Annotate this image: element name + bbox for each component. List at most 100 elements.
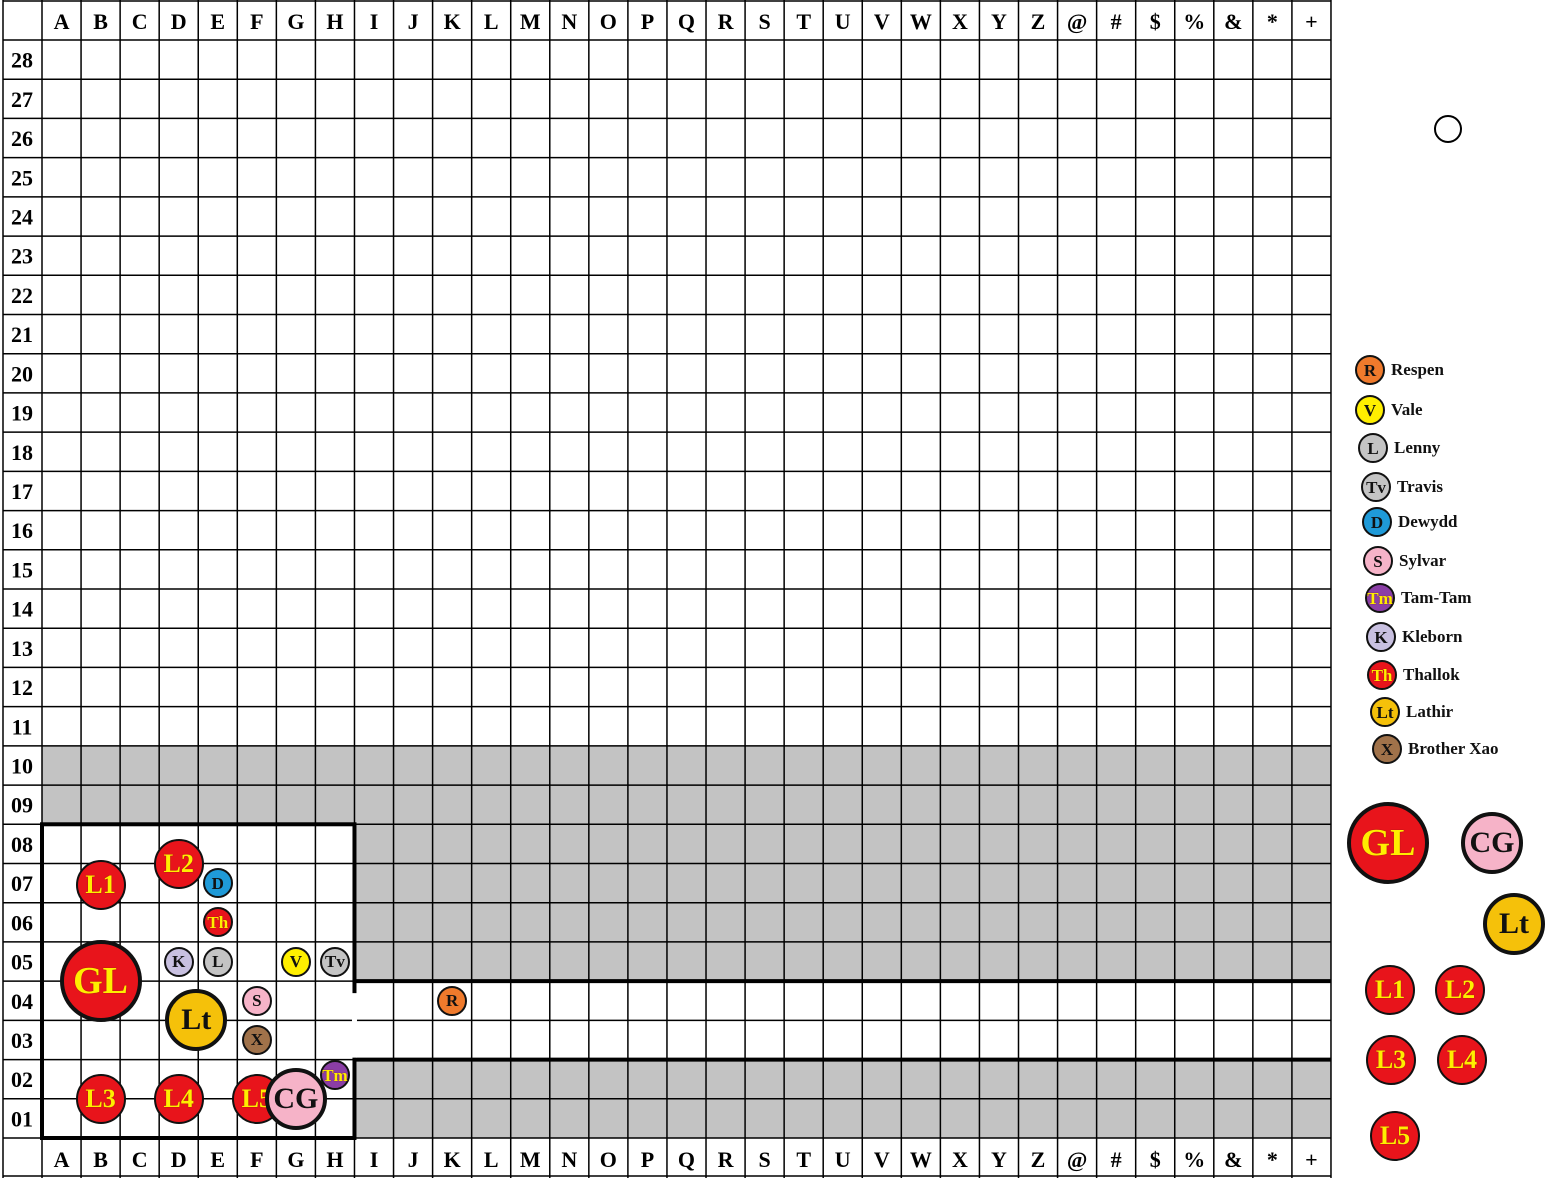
legend-entry-vale: V Vale	[1355, 395, 1423, 425]
legend-name: Tam-Tam	[1401, 588, 1472, 607]
token-lt[interactable]: Lt	[165, 989, 228, 1052]
token-k[interactable]: K	[163, 946, 194, 977]
legend-name: Vale	[1391, 400, 1423, 419]
legend-token-v[interactable]: V	[1355, 395, 1385, 425]
col-header-top: I	[370, 9, 379, 34]
col-header-bottom: W	[910, 1147, 932, 1172]
row-header: 07	[11, 871, 33, 896]
col-header-bottom: V	[874, 1147, 890, 1172]
col-header-top: #	[1111, 9, 1122, 34]
legend-token-x[interactable]: X	[1372, 734, 1402, 764]
row-header: 10	[11, 753, 33, 778]
col-header-bottom: I	[370, 1147, 379, 1172]
row-header: 06	[11, 910, 33, 935]
token-d[interactable]: D	[202, 868, 233, 899]
row-header: 11	[12, 714, 33, 739]
legend-entry-thallok: Th Thallok	[1367, 660, 1460, 690]
shaded-row-10	[42, 745, 1331, 786]
empty-marker-circle[interactable]	[1434, 115, 1462, 143]
legend-entry-sylvar: S Sylvar	[1363, 546, 1446, 576]
legend-name: Brother Xao	[1408, 739, 1499, 758]
token-l4[interactable]: L4	[153, 1073, 204, 1124]
token-l1[interactable]: L1	[75, 860, 126, 911]
row-header: 28	[11, 48, 33, 73]
legend-name: Lenny	[1394, 438, 1441, 457]
legend-token-l[interactable]: L	[1358, 433, 1388, 463]
token-s[interactable]: S	[241, 985, 272, 1016]
row-header: 13	[11, 636, 33, 661]
col-header-bottom: G	[287, 1147, 304, 1172]
col-header-top: E	[210, 9, 225, 34]
reserve-token-l5[interactable]: L5	[1370, 1111, 1420, 1161]
col-header-top: T	[796, 9, 811, 34]
row-header: 17	[11, 479, 33, 504]
legend-token-r[interactable]: R	[1355, 355, 1385, 385]
reserve-token-lt[interactable]: Lt	[1483, 893, 1545, 955]
legend-token-tv[interactable]: Tv	[1361, 472, 1391, 502]
legend-token-k[interactable]: K	[1366, 622, 1396, 652]
token-th[interactable]: Th	[202, 907, 233, 938]
col-header-bottom: D	[171, 1147, 187, 1172]
row-header: 22	[11, 283, 33, 308]
reserve-token-l3[interactable]: L3	[1366, 1035, 1416, 1085]
col-header-top: &	[1224, 9, 1242, 34]
col-header-bottom: *	[1267, 1147, 1278, 1172]
legend-entry-lenny: L Lenny	[1358, 433, 1440, 463]
token-tv[interactable]: Tv	[319, 946, 350, 977]
row-header: 01	[11, 1106, 33, 1131]
col-header-top: W	[910, 9, 932, 34]
col-header-top: +	[1305, 9, 1318, 34]
col-header-bottom: @	[1067, 1147, 1087, 1172]
col-header-bottom: M	[520, 1147, 541, 1172]
row-header: 20	[11, 361, 33, 386]
row-header: 14	[11, 597, 33, 622]
reserve-token-gl[interactable]: GL	[1347, 802, 1429, 884]
row-header: 08	[11, 832, 33, 857]
token-v[interactable]: V	[280, 946, 311, 977]
col-header-top: A	[54, 9, 70, 34]
token-l2[interactable]: L2	[153, 838, 204, 889]
reserve-token-l4[interactable]: L4	[1437, 1035, 1487, 1085]
token-r[interactable]: R	[437, 985, 468, 1016]
col-header-bottom: X	[952, 1147, 968, 1172]
col-header-bottom: Y	[991, 1147, 1007, 1172]
col-header-bottom: H	[326, 1147, 343, 1172]
legend-entry-dewydd: D Dewydd	[1362, 507, 1458, 537]
col-header-bottom: F	[250, 1147, 263, 1172]
legend-token-s[interactable]: S	[1363, 546, 1393, 576]
legend-name: Respen	[1391, 360, 1444, 379]
col-header-top: M	[520, 9, 541, 34]
col-header-top: C	[132, 9, 148, 34]
row-header: 09	[11, 793, 33, 818]
token-l[interactable]: L	[202, 946, 233, 977]
token-cg[interactable]: CG	[264, 1067, 327, 1130]
col-header-bottom: T	[796, 1147, 811, 1172]
col-header-bottom: C	[132, 1147, 148, 1172]
token-l3[interactable]: L3	[75, 1073, 126, 1124]
legend-token-tm[interactable]: Tm	[1365, 583, 1395, 613]
row-header: 21	[11, 322, 33, 347]
token-gl[interactable]: GL	[59, 940, 142, 1023]
legend-entry-tam-tam: Tm Tam-Tam	[1365, 583, 1472, 613]
legend-entry-kleborn: K Kleborn	[1366, 622, 1462, 652]
legend-token-d[interactable]: D	[1362, 507, 1392, 537]
legend-token-th[interactable]: Th	[1367, 660, 1397, 690]
reserve-token-l2[interactable]: L2	[1435, 965, 1485, 1015]
legend-name: Dewydd	[1398, 512, 1458, 531]
row-header: 25	[11, 165, 33, 190]
col-header-bottom: Q	[678, 1147, 695, 1172]
col-header-bottom: A	[54, 1147, 70, 1172]
legend-token-lt[interactable]: Lt	[1370, 697, 1400, 727]
row-header: 04	[11, 989, 33, 1014]
col-header-bottom: R	[718, 1147, 735, 1172]
token-tm[interactable]: Tm	[319, 1060, 350, 1091]
col-header-bottom: N	[561, 1147, 577, 1172]
col-header-bottom: B	[93, 1147, 108, 1172]
col-header-top: K	[444, 9, 461, 34]
reserve-token-cg[interactable]: CG	[1461, 812, 1523, 874]
col-header-top: *	[1267, 9, 1278, 34]
col-header-top: P	[641, 9, 654, 34]
token-x[interactable]: X	[241, 1024, 272, 1055]
reserve-token-l1[interactable]: L1	[1365, 965, 1415, 1015]
row-header: 18	[11, 440, 33, 465]
